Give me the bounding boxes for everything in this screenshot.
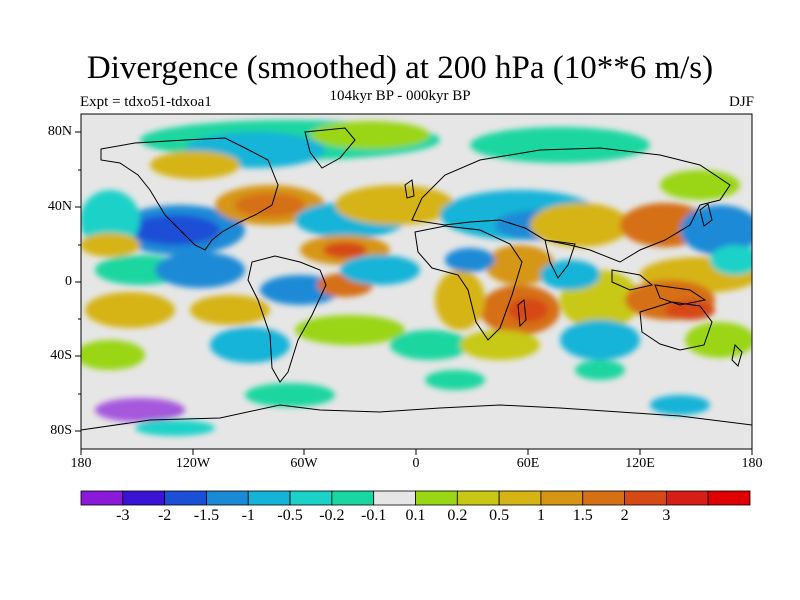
colorbar-swatch — [582, 490, 625, 506]
lat-label-40s: 40S — [50, 348, 72, 363]
lon-tick-marks — [80, 449, 753, 455]
colorbar-swatch — [498, 490, 542, 506]
colorbar-swatch — [456, 490, 500, 506]
colorbar-swatch — [331, 490, 375, 506]
colorbar — [80, 490, 751, 506]
plot-title: Divergence (smoothed) at 200 hPa (10**6 … — [86, 50, 714, 86]
colorbar-swatch — [164, 490, 207, 506]
colorbar-label: 0.5 — [489, 507, 510, 524]
coastlines — [81, 127, 752, 431]
divergence-field — [81, 120, 752, 436]
colorbar-swatch — [247, 490, 291, 506]
colorbar-swatch — [206, 490, 249, 506]
colorbar-swatch — [665, 490, 709, 506]
colorbar-swatch — [373, 490, 416, 506]
colorbar-label: 2 — [620, 507, 629, 524]
colorbar-label: 1 — [536, 507, 545, 524]
colorbar-label: -1 — [241, 507, 255, 524]
colorbar-label: -1.5 — [193, 507, 220, 524]
lon-label-180w: 180 — [70, 456, 92, 471]
colorbar-label: -0.1 — [361, 507, 387, 524]
colorbar-swatch — [540, 490, 584, 506]
experiment-label: Expt = tdxo51-tdxoa1 — [80, 94, 212, 110]
season-label: DJF — [728, 94, 754, 110]
colorbar-label: -3 — [116, 507, 130, 524]
lon-label-0: 0 — [412, 456, 420, 471]
colorbar-label: 3 — [662, 507, 671, 524]
lon-label-60w: 60W — [290, 456, 318, 471]
colorbar-swatch — [707, 490, 751, 506]
lat-label-80s: 80S — [50, 423, 72, 438]
plot-subtitle: 104kyr BP - 000kyr BP — [329, 88, 471, 104]
colorbar-label: -0.2 — [319, 507, 345, 524]
lat-label-80n: 80N — [47, 124, 72, 139]
colorbar-label: 0.2 — [447, 507, 468, 524]
lon-label-120w: 120W — [175, 456, 211, 471]
colorbar-label: 1.5 — [572, 507, 593, 524]
lat-label-0: 0 — [65, 274, 72, 289]
lon-label-180e: 180 — [741, 456, 763, 471]
colorbar-swatch — [80, 490, 124, 506]
colorbar-label: -2 — [157, 507, 172, 524]
lon-label-60e: 60E — [516, 456, 540, 471]
colorbar-swatch — [624, 490, 667, 506]
colorbar-swatch — [415, 490, 458, 506]
lon-label-120e: 120E — [625, 456, 655, 471]
lat-label-40n: 40N — [47, 199, 72, 214]
colorbar-label: -0.5 — [277, 507, 303, 524]
colorbar-label: 0.1 — [405, 507, 426, 524]
colorbar-swatch — [122, 490, 166, 506]
lat-tick-marks — [75, 131, 81, 432]
colorbar-swatch — [289, 490, 333, 506]
